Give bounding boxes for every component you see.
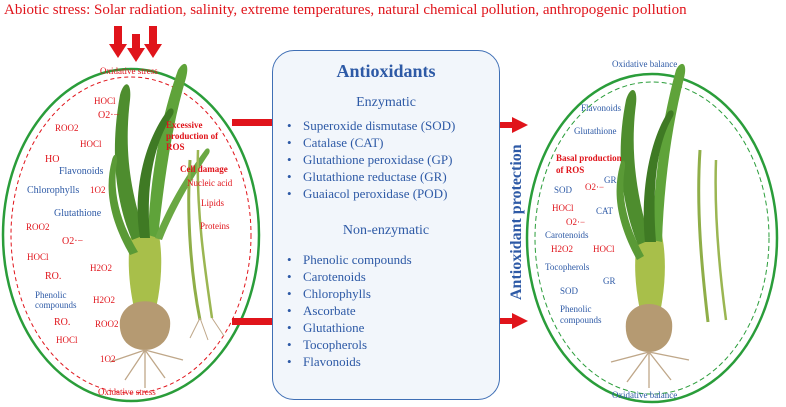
list-item: • Chlorophylls	[287, 286, 371, 301]
ros-species: HOCl	[56, 335, 78, 345]
right-bottom-label: Oxidative balance	[612, 390, 678, 400]
list-item: • Carotenoids	[287, 269, 366, 284]
list-item: • Glutathione peroxidase (GP)	[287, 152, 453, 167]
ros-species: H2O2	[93, 295, 115, 305]
list-item: • Glutathione	[287, 320, 365, 335]
ros-species: ROO2	[26, 222, 50, 232]
ros-species: 1O2	[100, 354, 116, 364]
antioxidant-species: Chlorophylls	[27, 185, 80, 196]
diagram-title: Abiotic stress: Solar radiation, salinit…	[4, 2, 687, 18]
antioxidant-species: GR	[604, 175, 617, 185]
antioxidant-species: Flavonoids	[59, 166, 104, 177]
ros-species: H2O2	[551, 244, 573, 254]
enzymatic-list: • Superoxide dismutase (SOD) • Catalase (C…	[287, 117, 455, 202]
antioxidant-protection-label: Antioxidant protection	[508, 144, 525, 300]
left-stress-ellipse	[1, 67, 261, 403]
list-item: • Phenolic compounds	[287, 252, 412, 267]
ros-species: HOCl	[80, 139, 102, 149]
ros-species: ROO2	[95, 319, 119, 329]
ros-species: RO.	[45, 271, 62, 282]
antioxidant-species: Carotenoids	[545, 230, 589, 240]
left-top-label: Oxidative stress	[100, 66, 158, 76]
ros-species: HO	[45, 154, 60, 165]
list-item: • Flavonoids	[287, 354, 361, 369]
ros-species: HOCl	[593, 244, 615, 254]
antioxidant-species: Flavonoids	[581, 103, 622, 113]
ros-species: HOCl	[27, 252, 49, 262]
non-enzymatic-list: • Phenolic compounds • Carotenoids • Chloro…	[287, 251, 412, 370]
left-bottom-label: Oxidative stress	[98, 387, 156, 397]
list-item: • Tocopherols	[287, 337, 368, 352]
connector-arrows	[232, 117, 528, 329]
antioxidant-species: GR	[603, 276, 616, 286]
enzymatic-heading: Enzymatic	[356, 95, 416, 110]
ros-species: O2·−	[62, 236, 84, 247]
ros-species: ROO2	[55, 123, 79, 133]
antioxidant-species: SOD	[554, 185, 573, 195]
right-balance-ellipse	[525, 72, 779, 404]
ros-species: O2·−	[585, 182, 605, 192]
basal-ros-label: Basal production of ROS	[556, 153, 622, 175]
list-item: • Guaiacol peroxidase (POD)	[287, 186, 448, 201]
antioxidant-species: SOD	[560, 286, 579, 296]
ros-species: RO.	[54, 317, 71, 328]
antioxidant-species: Phenolic compounds	[560, 304, 602, 325]
list-item: • Catalase (CAT)	[287, 135, 384, 150]
non-enzymatic-heading: Non-enzymatic	[342, 223, 430, 238]
antioxidant-species: Tocopherols	[545, 262, 590, 272]
damage-target: Proteins	[200, 221, 230, 231]
cell-damage-label: Cell damage	[180, 164, 228, 174]
right-plant-illustration	[610, 63, 728, 388]
antioxidant-species: CAT	[596, 206, 614, 216]
ros-species: HOCl	[94, 96, 116, 106]
left-plant-illustration	[108, 63, 225, 388]
damage-target: Nucleic acid	[187, 178, 233, 188]
ros-species: H2O2	[90, 263, 112, 273]
excessive-ros-label: Excessive production of ROS	[166, 120, 219, 152]
antioxidants-panel: Antioxidants Enzymatic • Superoxide dismu…	[272, 50, 500, 400]
right-top-label: Oxidative balance	[612, 59, 678, 69]
stress-arrows	[109, 26, 162, 62]
antioxidant-species: Phenolic compounds	[35, 290, 77, 310]
ros-species: O2·−	[98, 110, 120, 121]
damage-target: Lipids	[201, 198, 225, 208]
antioxidants-title: Antioxidants	[336, 61, 436, 81]
list-item: • Superoxide dismutase (SOD)	[287, 118, 456, 133]
ros-species: 1O2	[90, 185, 106, 195]
list-item: • Glutathione reductase (GR)	[287, 169, 447, 184]
antioxidant-species: Glutathione	[54, 208, 102, 219]
antioxidant-species: Glutathione	[574, 126, 617, 136]
ros-species: HOCl	[552, 203, 574, 213]
ros-species: O2·−	[566, 217, 586, 227]
list-item: • Ascorbate	[287, 303, 356, 318]
